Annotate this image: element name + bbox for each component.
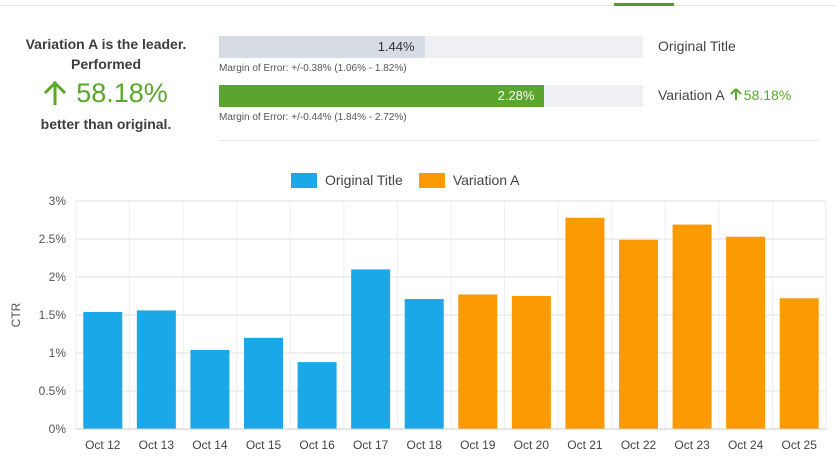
- y-tick-label: 1.5%: [39, 308, 67, 322]
- bar-variation-oct-20: [511, 296, 551, 429]
- x-tick-label: Oct 13: [139, 438, 175, 452]
- y-tick-label: 0.5%: [39, 384, 67, 398]
- bar-original-oct-18: [404, 299, 444, 429]
- legend-item-variation[interactable]: Variation A: [418, 172, 520, 188]
- y-axis-label: CTR: [9, 302, 23, 327]
- summary-performed-text: Performed: [70, 56, 142, 72]
- legend-label-variation: Variation A: [452, 172, 520, 188]
- variation-name: Variation A 58.18%: [658, 87, 792, 104]
- legend-swatch-original: [291, 172, 317, 188]
- variation-ctr-value: 2.28%: [497, 88, 535, 103]
- section-divider: [219, 140, 819, 141]
- bar-variation-oct-21: [565, 217, 605, 429]
- legend-item-original[interactable]: Original Title: [291, 172, 403, 188]
- bar-variation-oct-19: [458, 294, 498, 429]
- summary-lift: 58.18%: [0, 76, 212, 110]
- chart-legend: Original Title Variation A: [291, 172, 535, 188]
- x-tick-label: Oct 22: [621, 438, 657, 452]
- bar-variation-oct-23: [672, 224, 712, 429]
- bar-variation-oct-24: [726, 236, 766, 429]
- original-ctr-bar: 1.44%: [219, 36, 425, 58]
- bar-variation-oct-25: [779, 298, 819, 429]
- arrow-up-icon: [44, 81, 67, 105]
- arrow-up-icon: [730, 88, 742, 104]
- original-ctr-value: 1.44%: [377, 39, 415, 54]
- x-tick-label: Oct 23: [674, 438, 710, 452]
- x-tick-label: Oct 15: [246, 438, 282, 452]
- result-summary: Variation A is the leader. Performed 58.…: [0, 34, 212, 134]
- x-tick-label: Oct 21: [567, 438, 603, 452]
- original-margin-of-error: Margin of Error: +/-0.38% (1.06% - 1.82%…: [219, 63, 407, 74]
- top-divider: [0, 5, 836, 6]
- variation-margin-of-error: Margin of Error: +/-0.44% (1.84% - 2.72%…: [219, 112, 407, 123]
- x-tick-label: Oct 12: [85, 438, 121, 452]
- x-tick-label: Oct 18: [407, 438, 443, 452]
- summary-better-text: better than original.: [40, 116, 172, 132]
- variation-lift: 58.18%: [743, 87, 792, 103]
- bar-original-oct-14: [190, 349, 230, 429]
- bar-original-oct-17: [351, 269, 391, 429]
- x-tick-label: Oct 25: [782, 438, 818, 452]
- y-tick-label: 2%: [49, 270, 67, 284]
- legend-swatch-variation: [418, 172, 445, 188]
- summary-lift-percent: 58.18%: [76, 77, 168, 108]
- variation-ctr-bar: 2.28%: [219, 85, 545, 107]
- legend-label-original: Original Title: [325, 172, 403, 188]
- y-tick-label: 1%: [49, 346, 67, 360]
- y-tick-label: 0%: [49, 422, 67, 436]
- bar-original-oct-12: [83, 311, 123, 429]
- original-name: Original Title: [658, 38, 736, 54]
- bar-variation-oct-22: [619, 239, 658, 429]
- x-tick-label: Oct 14: [192, 438, 228, 452]
- x-tick-label: Oct 19: [460, 438, 496, 452]
- x-tick-label: Oct 17: [353, 438, 389, 452]
- active-tab-indicator: [614, 3, 674, 6]
- bar-original-oct-15: [244, 337, 283, 429]
- x-tick-label: Oct 20: [514, 438, 550, 452]
- bar-original-oct-16: [297, 362, 337, 429]
- summary-leader-text: Variation A is the leader.: [25, 36, 187, 52]
- x-tick-label: Oct 16: [299, 438, 335, 452]
- ctr-bar-chart: 0% 0.5% 1% 1.5% 2% 2.5% 3% CTR Oct 12 Oct 13 Oct 1…: [9, 194, 827, 452]
- bar-original-oct-13: [136, 310, 176, 429]
- y-tick-label: 3%: [49, 194, 67, 208]
- y-tick-label: 2.5%: [39, 232, 67, 246]
- x-tick-label: Oct 24: [728, 438, 764, 452]
